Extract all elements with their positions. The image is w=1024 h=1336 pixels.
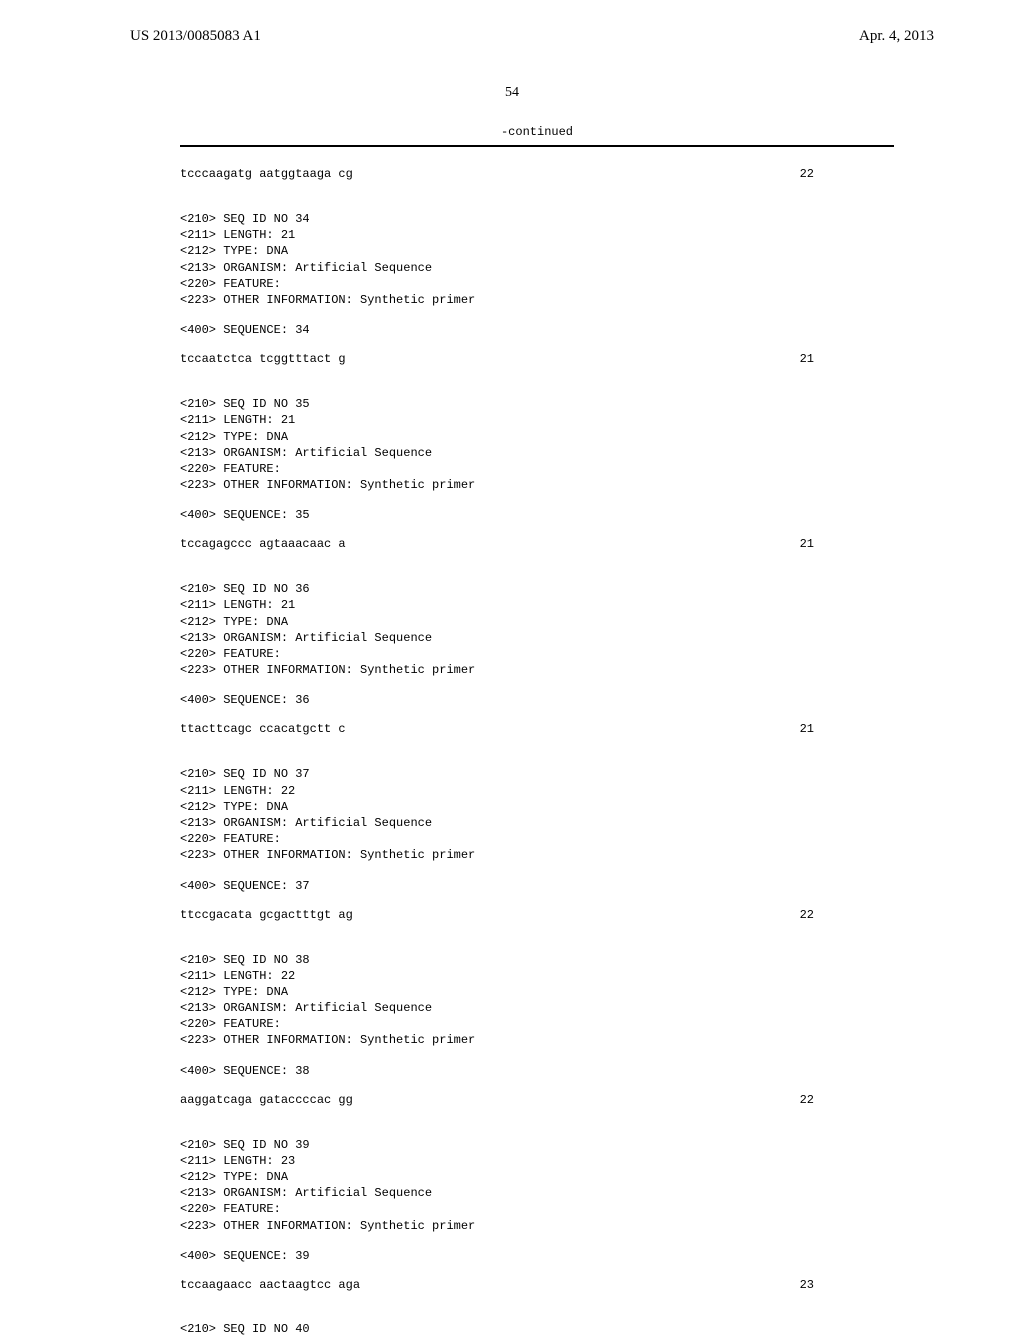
sequence-row: tccaagaacc aactaagtcc aga 23: [180, 1278, 894, 1292]
sequence-label: <400> SEQUENCE: 36: [180, 693, 894, 707]
sequence-metadata: <210> SEQ ID NO 35 <211> LENGTH: 21 <212…: [180, 396, 894, 493]
sequence-row: tcccaagatg aatggtaaga cg 22: [180, 167, 894, 181]
sequence-text: tcccaagatg aatggtaaga cg: [180, 167, 353, 181]
sequence-length: 23: [800, 1278, 894, 1292]
sequence-metadata: <210> SEQ ID NO 37 <211> LENGTH: 22 <212…: [180, 766, 894, 863]
sequence-metadata: <210> SEQ ID NO 36 <211> LENGTH: 21 <212…: [180, 581, 894, 678]
sequence-length: 21: [800, 352, 894, 366]
sequence-length: 21: [800, 537, 894, 551]
page-number: 54: [0, 85, 1024, 101]
sequence-label: <400> SEQUENCE: 38: [180, 1064, 894, 1078]
sequence-label: <400> SEQUENCE: 37: [180, 879, 894, 893]
sequence-label: <400> SEQUENCE: 35: [180, 508, 894, 522]
sequence-text: ttccgacata gcgactttgt ag: [180, 908, 353, 922]
publication-date: Apr. 4, 2013: [859, 28, 934, 45]
sequence-row: aaggatcaga gataccccac gg 22: [180, 1093, 894, 1107]
sequence-text: aaggatcaga gataccccac gg: [180, 1093, 353, 1107]
sequence-metadata: <210> SEQ ID NO 39 <211> LENGTH: 23 <212…: [180, 1137, 894, 1234]
page-header: US 2013/0085083 A1 Apr. 4, 2013: [0, 0, 1024, 45]
publication-number: US 2013/0085083 A1: [130, 28, 261, 45]
sequence-text: tccaatctca tcggtttact g: [180, 352, 346, 366]
sequence-metadata: <210> SEQ ID NO 34 <211> LENGTH: 21 <212…: [180, 211, 894, 308]
sequence-length: 22: [800, 167, 894, 181]
sequence-text: ttacttcagc ccacatgctt c: [180, 722, 346, 736]
sequence-metadata: <210> SEQ ID NO 38 <211> LENGTH: 22 <212…: [180, 952, 894, 1049]
sequence-text: tccagagccc agtaaacaac a: [180, 537, 346, 551]
sequence-length: 22: [800, 1093, 894, 1107]
sequence-row: ttacttcagc ccacatgctt c 21: [180, 722, 894, 736]
sequence-text: tccaagaacc aactaagtcc aga: [180, 1278, 360, 1292]
continued-label: -continued: [180, 125, 894, 147]
sequence-row: ttccgacata gcgactttgt ag 22: [180, 908, 894, 922]
sequence-row: tccaatctca tcggtttact g 21: [180, 352, 894, 366]
content-area: -continued tcccaagatg aatggtaaga cg 22 <21…: [0, 125, 1024, 1336]
trailing-seq-id: <210> SEQ ID NO 40: [180, 1322, 894, 1336]
sequence-listing: tcccaagatg aatggtaaga cg 22 <210> SEQ ID N…: [180, 167, 894, 1292]
sequence-row: tccagagccc agtaaacaac a 21: [180, 537, 894, 551]
sequence-label: <400> SEQUENCE: 34: [180, 323, 894, 337]
sequence-label: <400> SEQUENCE: 39: [180, 1249, 894, 1263]
sequence-length: 21: [800, 722, 894, 736]
sequence-length: 22: [800, 908, 894, 922]
